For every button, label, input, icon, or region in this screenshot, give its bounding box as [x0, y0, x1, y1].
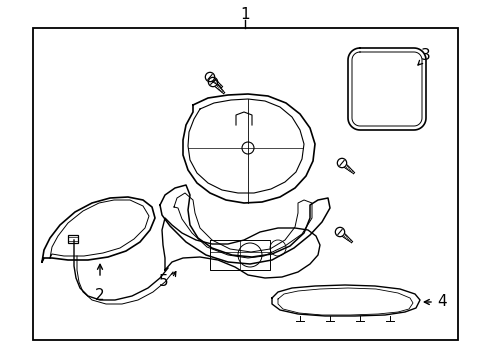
Bar	[68, 235, 78, 243]
Text: 2: 2	[95, 288, 105, 303]
Text: 4: 4	[437, 294, 446, 310]
Bar	[33, 28, 458, 340]
Text: 3: 3	[421, 48, 431, 63]
Text: 5: 5	[158, 274, 168, 289]
Text: 1: 1	[240, 6, 250, 22]
